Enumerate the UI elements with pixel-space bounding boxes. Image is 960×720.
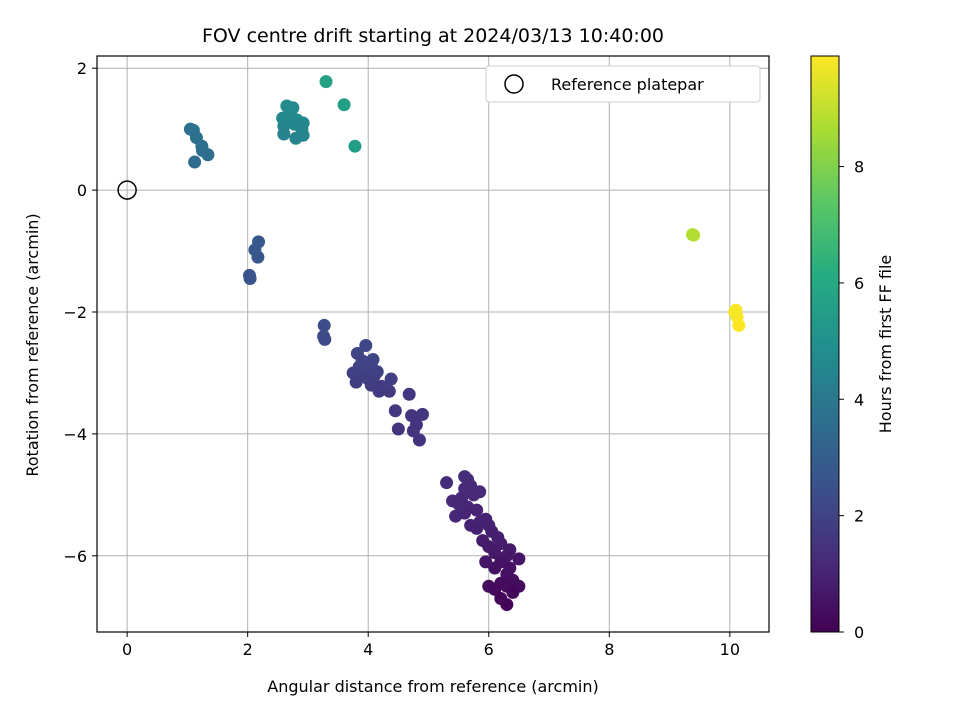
data-point (405, 409, 419, 423)
colorbar-tick-label: 6 (854, 274, 864, 293)
data-point (415, 407, 429, 421)
y-tick-label: −4 (63, 425, 87, 444)
data-point (188, 155, 202, 169)
x-tick-label: 6 (484, 640, 494, 659)
x-tick-label: 0 (122, 640, 132, 659)
data-point (337, 98, 351, 112)
y-axis-ticks: −6 −4 −2 0 2 (63, 59, 97, 566)
data-point (506, 585, 520, 599)
legend-box (485, 65, 761, 103)
legend: Reference platepar (485, 65, 761, 103)
colorbar-tick-label: 2 (854, 507, 864, 526)
data-point (317, 329, 331, 343)
y-axis-label: Rotation from reference (arcmin) (23, 213, 42, 476)
data-point (359, 339, 373, 353)
data-point (402, 387, 416, 401)
data-point (470, 521, 484, 535)
data-point (391, 422, 405, 436)
x-tick-label: 10 (720, 640, 740, 659)
data-point (384, 372, 398, 386)
data-point (277, 127, 291, 141)
x-tick-label: 4 (363, 640, 373, 659)
data-point (348, 139, 362, 153)
data-point (349, 375, 363, 389)
data-point (388, 404, 402, 418)
y-tick-label: −6 (63, 547, 87, 566)
data-point (500, 598, 514, 612)
y-tick-label: 0 (77, 181, 87, 200)
data-point (512, 552, 526, 566)
y-tick-label: −2 (63, 303, 87, 322)
colorbar-ticks: 0 2 4 6 8 (839, 158, 864, 642)
legend-reference-icon (504, 74, 524, 94)
data-point (452, 497, 466, 511)
data-points (183, 75, 746, 612)
colorbar-tick-label: 8 (854, 158, 864, 177)
colorbar-tick-label: 4 (854, 390, 864, 409)
colorbar-tick-label: 0 (854, 623, 864, 642)
data-point (488, 561, 502, 575)
grid-lines (97, 56, 769, 632)
data-point (406, 424, 420, 438)
data-point (317, 318, 331, 332)
data-point (243, 271, 257, 285)
x-axis-label: Angular distance from reference (arcmin) (267, 677, 598, 696)
chart-title: FOV centre drift starting at 2024/03/13 … (202, 25, 664, 47)
data-point (685, 228, 699, 242)
data-point (412, 433, 426, 447)
colorbar: 0 2 4 6 8 Hours from first FF file (810, 55, 895, 642)
reference-point-marker (117, 180, 137, 200)
y-tick-label: 2 (77, 59, 87, 78)
x-axis-ticks: 0 2 4 6 8 10 (122, 632, 740, 659)
data-point (440, 476, 454, 490)
data-point (488, 582, 502, 596)
x-tick-label: 2 (243, 640, 253, 659)
data-point (201, 148, 215, 162)
data-point (470, 503, 484, 517)
plot-frame (96, 55, 770, 633)
data-point (728, 305, 742, 319)
data-point (458, 506, 472, 520)
data-point (382, 384, 396, 398)
data-point (319, 75, 333, 89)
colorbar-gradient (810, 55, 840, 633)
colorbar-label: Hours from first FF file (876, 255, 895, 434)
x-tick-label: 8 (604, 640, 614, 659)
data-point (488, 546, 502, 560)
data-point (467, 488, 481, 502)
legend-label: Reference platepar (551, 75, 704, 94)
data-point (251, 250, 265, 264)
data-point (289, 131, 303, 145)
